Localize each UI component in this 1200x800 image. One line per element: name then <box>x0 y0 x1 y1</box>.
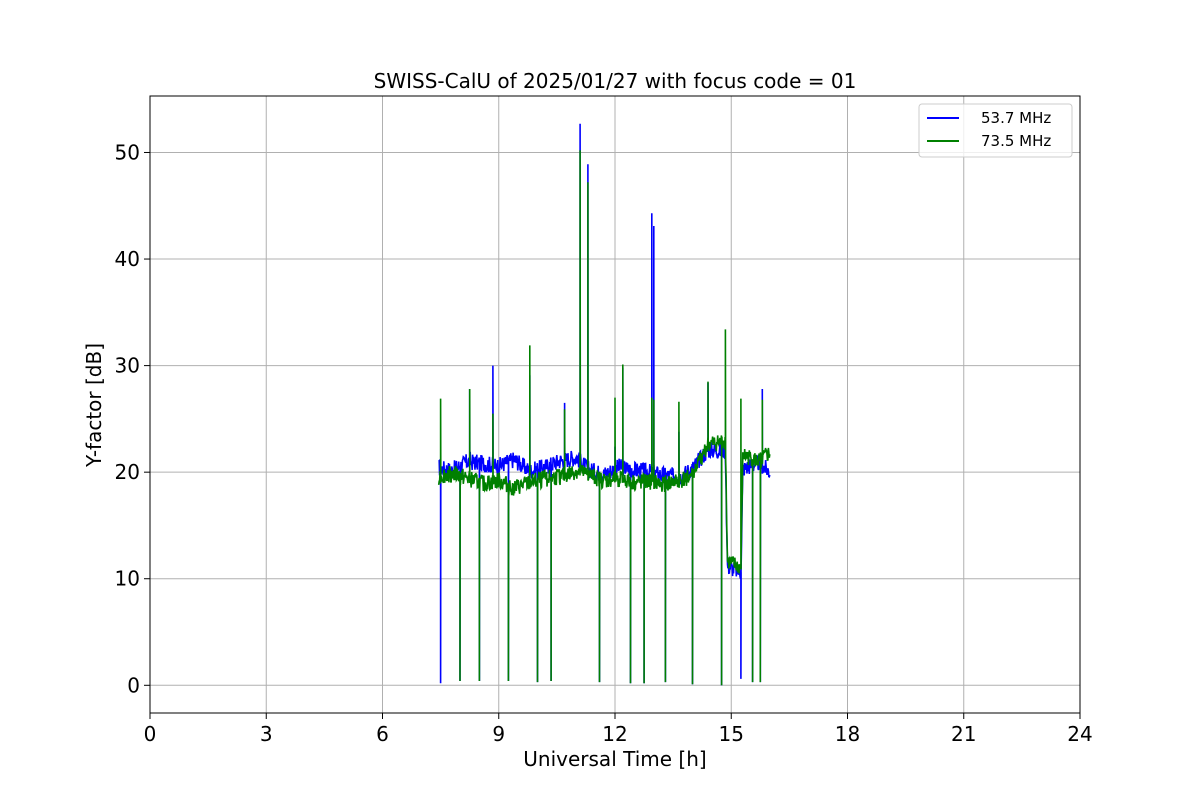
series-layer <box>437 123 771 686</box>
y-tick-label: 30 <box>115 354 140 378</box>
x-tick-label: 6 <box>376 722 389 746</box>
x-tick-label: 12 <box>602 722 627 746</box>
x-tick-label: 0 <box>144 722 157 746</box>
x-tick-label: 3 <box>260 722 273 746</box>
y-tick-label: 50 <box>115 140 140 164</box>
x-tick-label: 21 <box>951 722 976 746</box>
series-line-2 <box>437 150 771 686</box>
x-tick-label: 15 <box>719 722 744 746</box>
x-tick-label: 24 <box>1067 722 1092 746</box>
legend-label: 53.7 MHz <box>981 109 1051 127</box>
x-axis-label: Universal Time [h] <box>523 747 706 771</box>
chart-title: SWISS-CalU of 2025/01/27 with focus code… <box>374 69 857 93</box>
legend-label: 73.5 MHz <box>981 132 1051 150</box>
legend: 53.7 MHz 73.5 MHz <box>918 103 1073 158</box>
y-tick-label: 20 <box>115 460 140 484</box>
x-tick-label: 18 <box>835 722 860 746</box>
y-tick-label: 40 <box>115 247 140 271</box>
y-tick-label: 10 <box>115 567 140 591</box>
x-axis: 0 3 6 9 12 15 18 21 24 <box>144 713 1093 746</box>
y-tick-label: 0 <box>127 673 140 697</box>
y-axis: 0 10 20 30 40 50 <box>115 140 150 697</box>
y-axis-label: Y-factor [dB] <box>82 343 106 468</box>
x-tick-label: 9 <box>492 722 505 746</box>
